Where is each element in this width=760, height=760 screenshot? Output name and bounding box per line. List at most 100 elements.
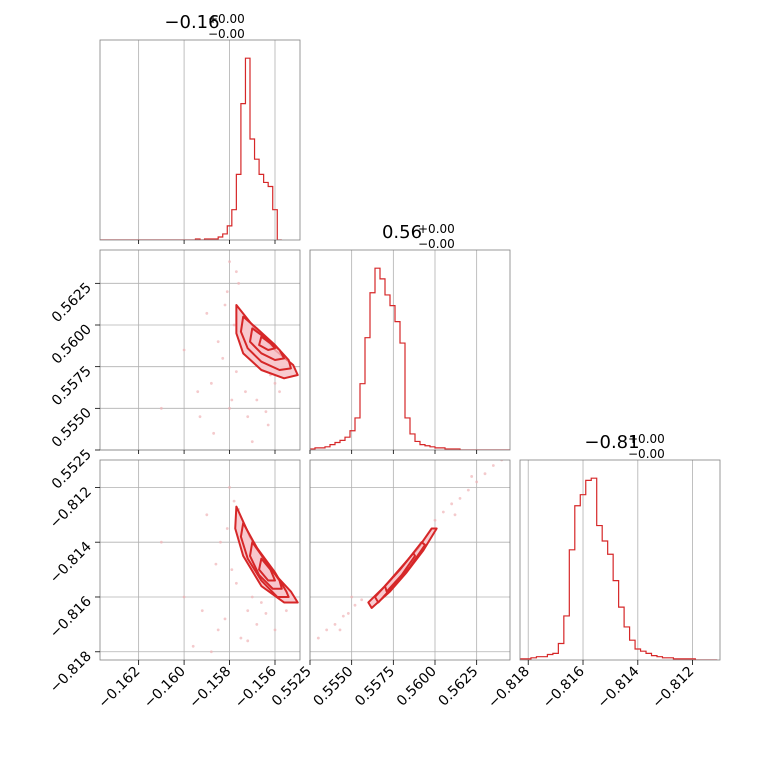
param-title-value-1: 0.56: [382, 222, 422, 243]
y-tick-label-1-2: 0.5575: [49, 363, 95, 409]
scatter-point: [159, 540, 163, 544]
x-tick-label-1-2: 0.5575: [352, 664, 398, 710]
scatter-point: [250, 440, 254, 444]
param-title-sup-2: +0.00: [628, 432, 665, 446]
scatter-point: [259, 601, 263, 604]
pair-panel-1-2: [309, 459, 511, 661]
scatter-point: [284, 609, 288, 613]
histogram-step-1: [310, 267, 510, 450]
scatter-point: [182, 595, 186, 599]
scatter-point: [360, 598, 364, 602]
scatter-point: [350, 595, 354, 599]
param-title-sub-1: −0.00: [418, 237, 455, 251]
scatter-point: [214, 562, 218, 566]
x-tick-label-0-2: −0.158: [186, 664, 234, 712]
scatter-point: [228, 485, 231, 489]
pair-content-1: [159, 485, 299, 654]
scatter-point: [198, 415, 202, 419]
scatter-point: [458, 496, 462, 500]
scatter-point: [234, 370, 238, 374]
scatter-point: [278, 390, 281, 394]
panel-frame: [309, 459, 511, 661]
scatter-point: [264, 410, 268, 414]
scatter-point: [325, 628, 329, 632]
scatter-point: [228, 260, 231, 264]
x-tick-label-2-0: −0.818: [485, 664, 533, 712]
contour-level-2: [384, 552, 416, 593]
x-tick-label-1-0: 0.5525: [269, 664, 315, 710]
scatter-point: [255, 622, 259, 626]
scatter-point: [250, 595, 254, 599]
scatter-point: [191, 644, 195, 648]
hist-panel-0: [99, 39, 301, 241]
scatter-point: [230, 398, 234, 402]
x-tick-label-0-1: −0.160: [141, 664, 189, 712]
scatter-point: [246, 609, 250, 613]
scatter-point: [159, 406, 163, 410]
scatter-point: [225, 290, 229, 294]
scatter-point: [205, 311, 209, 315]
scatter-point: [246, 639, 250, 643]
y-tick-label-2-0: −0.818: [47, 648, 95, 696]
x-tick-label-1-3: 0.5600: [394, 664, 440, 710]
pair-content-0: [159, 260, 299, 444]
scatter-point: [466, 488, 470, 492]
scatter-point: [244, 390, 247, 394]
scatter-point: [232, 499, 236, 503]
param-title-value-0: −0.16: [164, 12, 219, 33]
scatter-point: [453, 513, 457, 517]
panel-frame: [99, 39, 301, 241]
x-tick-label-2-2: −0.814: [595, 663, 643, 711]
pair-panel-0-2: [99, 459, 301, 661]
scatter-point: [219, 540, 222, 544]
scatter-point: [475, 480, 479, 484]
y-tick-label-1-3: 0.5600: [49, 322, 95, 368]
contour-level-3: [258, 335, 276, 351]
y-tick-label-2-3: −0.812: [47, 484, 95, 532]
param-title-value-2: −0.81: [584, 432, 639, 453]
scatter-point: [338, 628, 342, 632]
y-tick-label-1-0: 0.5525: [49, 447, 95, 493]
scatter-point: [346, 612, 350, 615]
scatter-point: [209, 381, 213, 385]
scatter-point: [266, 423, 270, 427]
scatter-point: [316, 636, 320, 640]
x-tick-label-0-3: −0.156: [232, 663, 280, 711]
y-tick-label-2-2: −0.814: [47, 539, 95, 587]
scatter-point: [182, 348, 186, 352]
param-title-0: −0.16: [164, 12, 219, 33]
y-tick-label-1-1: 0.5550: [49, 405, 95, 451]
scatter-point: [491, 464, 495, 467]
scatter-point: [264, 612, 268, 615]
panel-frame: [99, 249, 301, 451]
scatter-point: [209, 650, 213, 654]
scatter-point: [234, 581, 238, 585]
scatter-point: [223, 617, 227, 621]
y-tick-label-2-1: −0.816: [47, 593, 95, 641]
scatter-point: [433, 518, 437, 522]
x-tick-label-2-1: −0.816: [540, 663, 588, 711]
scatter-point: [200, 609, 204, 613]
scatter-point: [273, 628, 277, 632]
scatter-point: [483, 472, 487, 476]
scatter-point: [441, 510, 445, 514]
scatter-point: [234, 270, 238, 274]
scatter-point: [221, 356, 225, 360]
scatter-point: [216, 340, 220, 344]
panel-frame: [309, 249, 511, 451]
scatter-point: [205, 513, 209, 517]
scatter-point: [450, 502, 454, 506]
param-title-sup-1: +0.00: [418, 222, 455, 236]
scatter-point: [333, 622, 337, 626]
x-tick-label-1-1: 0.5550: [311, 664, 357, 710]
scatter-point: [353, 603, 357, 607]
x-tick-label-2-3: −0.812: [649, 664, 697, 712]
scatter-point: [341, 614, 345, 618]
param-title-sup-0: +0.00: [208, 12, 245, 26]
x-tick-label-0-0: −0.162: [96, 664, 144, 712]
contour-level-3: [258, 557, 276, 582]
param-title-1: 0.56: [382, 222, 422, 243]
hist-panel-2: [519, 459, 721, 661]
scatter-point: [239, 636, 243, 640]
